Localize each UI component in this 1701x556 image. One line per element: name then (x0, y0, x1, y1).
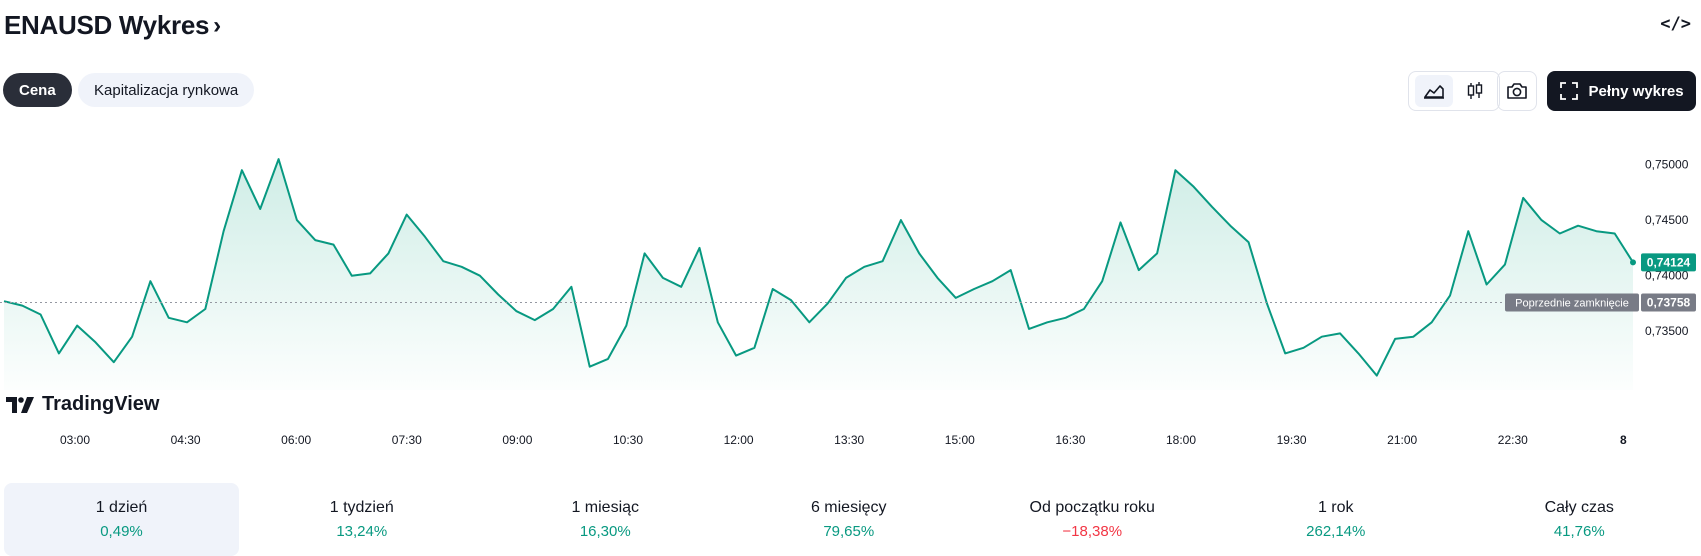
last-price-text: 0,74124 (1647, 255, 1691, 269)
x-tick-label: 22:30 (1498, 433, 1528, 447)
period-change: −18,38% (1062, 523, 1123, 540)
period-6m[interactable]: 6 miesięcy 79,65% (727, 483, 971, 556)
tradingview-logo-icon (6, 396, 34, 413)
period-change: 262,14% (1306, 523, 1366, 540)
period-change: 0,49% (100, 523, 143, 540)
price-area (4, 159, 1633, 390)
x-tick-label: 13:30 (834, 433, 864, 447)
chevron-right-icon: › (213, 11, 221, 39)
period-1d[interactable]: 1 dzień 0,49% (4, 483, 239, 556)
x-tick-label: 12:00 (724, 433, 754, 447)
full-chart-button[interactable]: Pełny wykres (1547, 71, 1696, 111)
period-label: Cały czas (1544, 499, 1614, 516)
period-label: Od początku roku (1029, 499, 1155, 516)
period-change: 16,30% (579, 523, 631, 540)
y-tick-label: 0,75000 (1645, 158, 1689, 172)
period-label: 1 rok (1317, 499, 1354, 516)
x-tick-label: 8 (1620, 433, 1627, 447)
period-change: 41,76% (1553, 523, 1605, 540)
price-line (3, 158, 1634, 377)
previous-close-label: Poprzednie zamknięcie (1515, 298, 1629, 310)
y-tick-label: 0,74000 (1645, 269, 1689, 283)
tradingview-watermark: TradingView (42, 393, 160, 415)
previous-close-value: 0,73758 (1647, 296, 1691, 310)
period-label: 1 tydzień (329, 499, 394, 516)
period-1w[interactable]: 1 tydzień 13,24% (240, 483, 484, 556)
tab-cena[interactable]: Cena (3, 73, 72, 107)
period-label: 1 dzień (95, 499, 148, 516)
embed-code-icon[interactable]: </> (1660, 14, 1691, 34)
x-tick-label: 15:00 (945, 433, 975, 447)
tab-kapitalizacja-rynkowa[interactable]: Kapitalizacja rynkowa (78, 73, 255, 107)
area-chart-icon[interactable] (1414, 75, 1453, 107)
previous-close-label-badge (1505, 293, 1639, 312)
x-tick-label: 03:00 (60, 433, 90, 447)
x-tick-label: 06:00 (281, 433, 311, 447)
y-tick-label: 0,74500 (1645, 213, 1689, 227)
x-tick-label: 21:00 (1387, 433, 1417, 447)
period-ytd[interactable]: Od początku roku −18,38% (971, 483, 1215, 556)
previous-close-value-badge (1641, 293, 1696, 312)
x-tick-label: 19:30 (1277, 433, 1307, 447)
last-price-badge (1641, 253, 1696, 272)
fullscreen-icon (1560, 82, 1579, 100)
x-tick-label: 04:30 (171, 433, 201, 447)
x-tick-label: 18:00 (1166, 433, 1196, 447)
x-tick-label: 07:30 (392, 433, 422, 447)
period-1y[interactable]: 1 rok 262,14% (1214, 483, 1458, 556)
x-tick-label: 09:00 (502, 433, 532, 447)
period-selector: 1 dzień 0,49% 1 tydzień 13,24% 1 miesiąc… (0, 483, 1701, 556)
y-tick-label: 0,73500 (1645, 324, 1689, 338)
full-chart-label: Pełny wykres (1588, 82, 1684, 100)
chart-style-group (1408, 71, 1500, 111)
candlestick-icon[interactable] (1456, 75, 1494, 107)
period-change: 79,65% (823, 523, 875, 540)
period-label: 6 miesięcy (810, 499, 887, 516)
camera-icon[interactable] (1497, 71, 1537, 111)
chart-title: ENAUSD Wykres (4, 10, 210, 40)
tradingview-logo: TradingView (6, 393, 159, 416)
last-price-dot (1630, 259, 1636, 266)
price-chart[interactable]: 0,75000 0,74500 0,74000 0,73500 03:00 04:30 0… (0, 120, 1701, 450)
period-change: 13,24% (336, 523, 388, 540)
period-1m[interactable]: 1 miesiąc 16,30% (484, 483, 728, 556)
period-label: 1 miesiąc (571, 499, 640, 516)
period-all[interactable]: Cały czas 41,76% (1458, 483, 1701, 556)
x-tick-label: 10:30 (613, 433, 643, 447)
page-title[interactable]: ENAUSD Wykres › (4, 10, 221, 41)
x-tick-label: 16:30 (1055, 433, 1085, 447)
